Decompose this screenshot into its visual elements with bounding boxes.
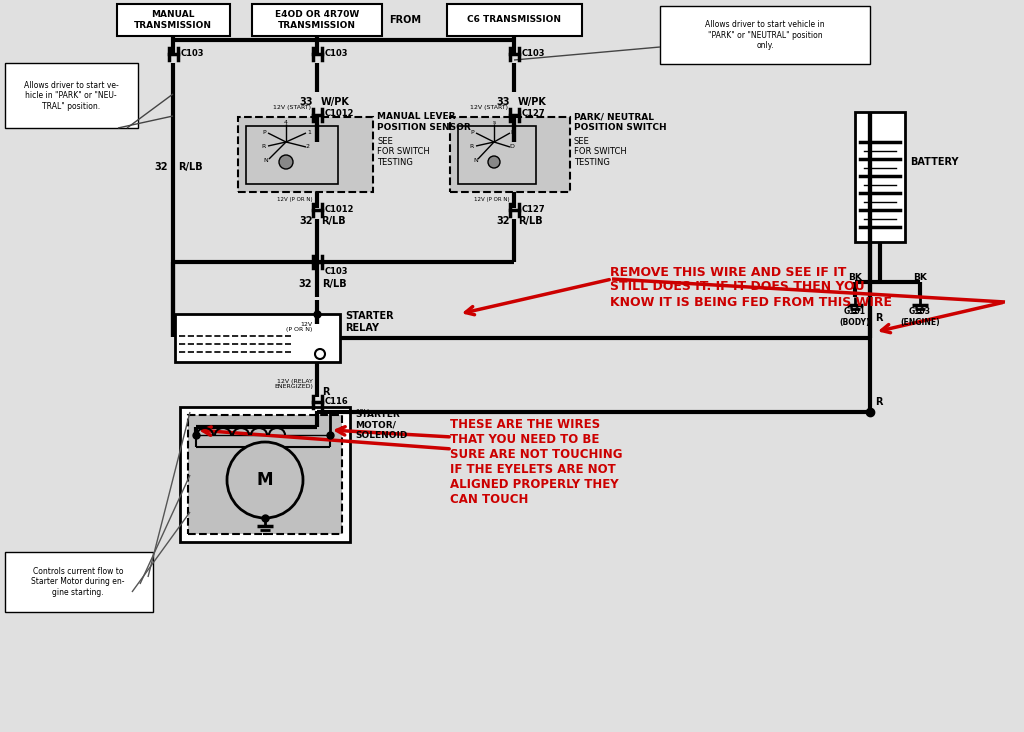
Text: 1: 1 <box>307 130 311 135</box>
Circle shape <box>488 156 500 168</box>
Circle shape <box>315 349 325 359</box>
Bar <box>855 112 905 242</box>
Text: MANUAL LEVER
POSITION SENSOR: MANUAL LEVER POSITION SENSOR <box>377 112 471 132</box>
Text: SEE
FOR SWITCH
TESTING: SEE FOR SWITCH TESTING <box>574 137 627 167</box>
Text: C116: C116 <box>325 397 349 406</box>
Text: 12V
(P OR N): 12V (P OR N) <box>286 321 312 332</box>
Text: 33: 33 <box>497 97 510 107</box>
Text: W/PK: W/PK <box>518 97 547 107</box>
Bar <box>5 63 138 128</box>
Text: 32: 32 <box>299 216 313 226</box>
Text: R: R <box>874 313 883 323</box>
Text: 2: 2 <box>306 144 310 149</box>
Text: R: R <box>322 387 330 397</box>
Text: Allows driver to start vehicle in
"PARK" or "NEUTRAL" position
only.: Allows driver to start vehicle in "PARK"… <box>706 20 824 50</box>
Text: SEE
FOR SWITCH
TESTING: SEE FOR SWITCH TESTING <box>377 137 430 167</box>
Text: 12V: 12V <box>355 409 369 415</box>
Text: R: R <box>874 397 883 407</box>
Text: Controls current flow to
Starter Motor during en-
gine starting.: Controls current flow to Starter Motor d… <box>32 567 125 597</box>
Text: 12V (RELAY
ENERGIZED): 12V (RELAY ENERGIZED) <box>274 378 313 389</box>
Text: 12V (P OR N): 12V (P OR N) <box>474 196 510 201</box>
Circle shape <box>227 442 303 518</box>
Text: L: L <box>510 130 514 135</box>
Text: 12V (START): 12V (START) <box>470 105 508 110</box>
Text: C103: C103 <box>325 267 348 277</box>
Circle shape <box>279 155 293 169</box>
Text: BK: BK <box>913 272 927 282</box>
Bar <box>660 6 870 64</box>
Text: REMOVE THIS WIRE AND SEE IF IT
STILL DOES IT. IF IT DOES THEN YOU
KNOW IT IS BEI: REMOVE THIS WIRE AND SEE IF IT STILL DOE… <box>610 266 892 308</box>
Text: W/PK: W/PK <box>321 97 350 107</box>
Text: 12V (START): 12V (START) <box>273 105 311 110</box>
Text: PARK/ NEUTRAL
POSITION SWITCH: PARK/ NEUTRAL POSITION SWITCH <box>574 112 667 132</box>
Text: 12V (P OR N): 12V (P OR N) <box>278 196 313 201</box>
Text: R/LB: R/LB <box>322 279 347 289</box>
Text: N: N <box>474 157 478 163</box>
Text: E4OD OR 4R70W
TRANSMISSION: E4OD OR 4R70W TRANSMISSION <box>274 10 359 30</box>
Text: R/LB: R/LB <box>518 216 543 226</box>
Text: R/LB: R/LB <box>178 162 203 172</box>
Text: 32: 32 <box>299 279 312 289</box>
Text: Allows driver to start ve-
hicle in "PARK" or "NEU-
TRAL" position.: Allows driver to start ve- hicle in "PAR… <box>24 81 119 111</box>
Text: N: N <box>263 157 268 163</box>
Bar <box>5 552 153 612</box>
Bar <box>246 126 338 184</box>
Bar <box>252 4 382 36</box>
Text: G103
(ENGINE): G103 (ENGINE) <box>900 307 940 326</box>
Text: C127: C127 <box>522 110 546 119</box>
Text: D: D <box>510 144 514 149</box>
Bar <box>175 314 340 362</box>
Bar <box>238 117 373 192</box>
Bar <box>447 4 582 36</box>
Bar <box>117 4 230 36</box>
Text: C6 TRANSMISSION: C6 TRANSMISSION <box>467 15 561 24</box>
Text: P: P <box>262 130 266 135</box>
Text: THESE ARE THE WIRES
THAT YOU NEED TO BE
SURE ARE NOT TOUCHING
IF THE EYELETS ARE: THESE ARE THE WIRES THAT YOU NEED TO BE … <box>450 418 623 506</box>
Text: R: R <box>470 144 474 149</box>
Text: 32: 32 <box>155 162 168 172</box>
Text: C103: C103 <box>181 48 205 58</box>
Text: R: R <box>262 144 266 149</box>
Text: FROM: FROM <box>389 15 421 25</box>
Text: M: M <box>257 471 273 489</box>
Text: s: s <box>493 119 496 124</box>
Text: 32: 32 <box>497 216 510 226</box>
Text: P: P <box>470 130 474 135</box>
Bar <box>188 415 342 534</box>
Text: C103: C103 <box>325 48 348 58</box>
Text: C127: C127 <box>522 204 546 214</box>
Text: 4: 4 <box>284 119 288 124</box>
Text: R/LB: R/LB <box>321 216 346 226</box>
Bar <box>450 117 570 192</box>
Text: BATTERY: BATTERY <box>910 157 958 167</box>
Text: STARTER
RELAY: STARTER RELAY <box>345 311 393 333</box>
Text: C1012: C1012 <box>325 110 354 119</box>
Text: 33: 33 <box>299 97 313 107</box>
Text: BK: BK <box>848 272 862 282</box>
Bar <box>458 126 536 184</box>
Text: C103: C103 <box>522 48 546 58</box>
Text: MANUAL
TRANSMISSION: MANUAL TRANSMISSION <box>134 10 212 30</box>
Text: G101
(BODY): G101 (BODY) <box>840 307 870 326</box>
Bar <box>180 407 350 542</box>
Text: STARTER
MOTOR/
SOLENOID: STARTER MOTOR/ SOLENOID <box>355 410 408 440</box>
Text: C1012: C1012 <box>325 204 354 214</box>
